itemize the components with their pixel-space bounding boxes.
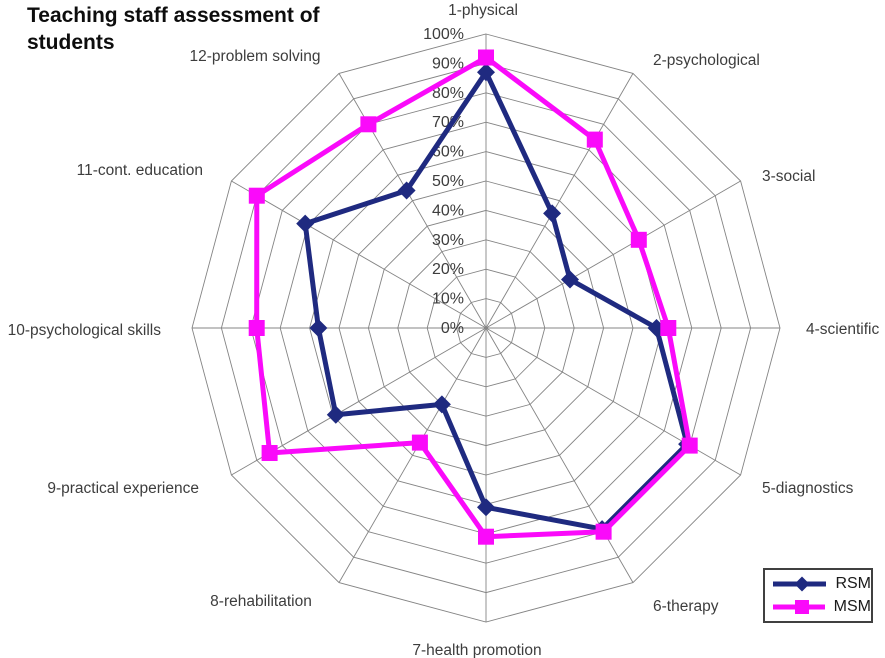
data-point-square	[478, 49, 494, 66]
data-point-diamond	[397, 181, 416, 200]
data-point-diamond	[543, 204, 562, 223]
category-label: 5-diagnostics	[762, 480, 854, 497]
category-label: 11-cont. education	[77, 162, 203, 179]
legend-diamond-marker	[794, 576, 810, 592]
data-point-square	[248, 320, 265, 336]
legend-label-msm: MSM	[833, 598, 871, 615]
data-point-square	[595, 523, 612, 540]
data-point-diamond	[309, 319, 328, 337]
radial-tick-label: 40%	[432, 202, 464, 219]
data-point-diamond	[326, 405, 345, 424]
data-point-diamond	[432, 395, 451, 414]
data-point-square	[630, 231, 647, 248]
grid-spoke	[485, 327, 741, 476]
radial-tick-label: 10%	[432, 291, 464, 308]
data-point-diamond	[477, 498, 495, 517]
category-label: 3-social	[762, 168, 815, 185]
msm-line-square-swatch	[773, 600, 825, 614]
rsm-line-diamond-swatch	[773, 576, 827, 592]
radial-tick-label: 100%	[423, 26, 464, 43]
legend-item-msm: MSM	[772, 598, 871, 616]
radial-tick-label: 30%	[432, 232, 464, 249]
data-point-square	[261, 445, 278, 461]
data-point-diamond	[296, 214, 315, 233]
radial-tick-label: 90%	[432, 55, 464, 72]
grid-spoke	[231, 180, 487, 329]
category-label: 8-rehabilitation	[210, 593, 312, 610]
category-label: 2-psychological	[653, 52, 760, 69]
radial-tick-label: 80%	[432, 85, 464, 102]
data-point-square	[660, 320, 677, 336]
category-label: 12-problem solving	[190, 48, 321, 65]
series-line-RSM	[302, 69, 690, 532]
radial-tick-label: 20%	[432, 261, 464, 278]
data-point-square	[586, 131, 603, 148]
category-label: 10-psychological skills	[8, 322, 162, 339]
category-label: 1-physical	[448, 2, 518, 19]
grid-spoke	[485, 327, 634, 583]
data-point-diamond	[477, 63, 495, 82]
category-label: 6-therapy	[653, 598, 719, 615]
radial-tick-label: 60%	[432, 144, 464, 161]
legend: RSM MSM	[763, 568, 873, 623]
data-point-diamond	[561, 270, 579, 289]
grid-spoke	[338, 73, 487, 329]
legend-label-rsm: RSM	[835, 575, 871, 592]
legend-square-marker	[795, 600, 809, 614]
category-label: 7-health promotion	[412, 642, 541, 658]
category-label: 4-scientific	[806, 321, 879, 338]
data-point-square	[681, 437, 698, 454]
series-MSM	[248, 49, 698, 545]
grid-spoke	[485, 73, 634, 329]
data-point-square	[360, 116, 377, 133]
radial-tick-label: 50%	[432, 173, 464, 190]
category-label: 9-practical experience	[47, 480, 199, 497]
category-labels: 1-physical 2-psychological 3-social 4-scien…	[8, 2, 880, 658]
grid-spoke	[485, 180, 741, 329]
grid-spoke	[338, 327, 487, 583]
data-point-square	[411, 434, 428, 451]
chart-title: Teaching staff assessment of students	[27, 4, 320, 55]
data-point-square	[478, 528, 494, 545]
radial-tick-label: 0%	[441, 320, 464, 337]
data-point-square	[248, 187, 265, 204]
legend-item-rsm: RSM	[772, 575, 871, 593]
